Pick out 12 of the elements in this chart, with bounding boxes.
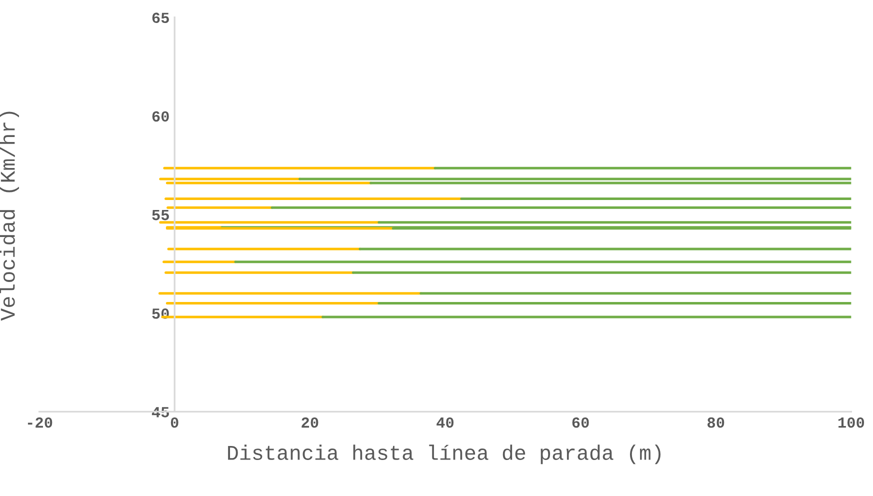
y-tick-label: 65	[152, 12, 169, 24]
x-tick-label: 100	[838, 417, 864, 428]
x-tick-label: 60	[572, 417, 589, 428]
x-tick-label: 40	[436, 417, 454, 428]
y-tick-label: 55	[152, 210, 169, 220]
x-tick-label: 20	[302, 417, 318, 428]
y-axis-title: Velocidad (Km/hr)	[0, 112, 19, 321]
x-tick-label: 80	[708, 417, 724, 428]
x-tick-label: -20	[28, 417, 52, 428]
x-axis-title: Distancia hasta línea de parada (m)	[228, 444, 660, 464]
y-tick-label: 60	[152, 111, 169, 122]
x-tick-label: 0	[170, 417, 178, 428]
